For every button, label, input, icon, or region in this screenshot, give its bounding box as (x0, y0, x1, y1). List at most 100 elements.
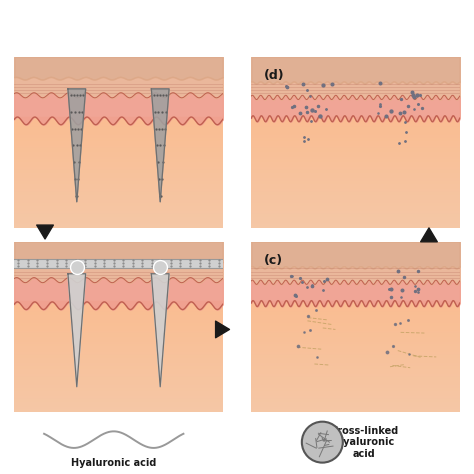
Bar (14, 189, 223, 190)
Bar (251, 364, 460, 365)
Bar (14, 173, 223, 175)
Bar (14, 137, 223, 139)
Bar (14, 399, 223, 400)
Bar (251, 119, 460, 121)
Bar (251, 154, 460, 155)
Bar (14, 382, 223, 383)
Bar (251, 161, 460, 163)
Bar (251, 135, 460, 136)
Bar (14, 348, 223, 350)
Bar (251, 311, 460, 312)
Bar (14, 219, 223, 220)
Bar (251, 371, 460, 372)
Bar (14, 357, 223, 358)
Bar (14, 130, 223, 132)
Bar (251, 322, 460, 324)
Bar (14, 360, 223, 361)
Bar (251, 383, 460, 385)
Bar (14, 319, 223, 321)
Bar (14, 329, 223, 330)
Bar (251, 222, 460, 223)
Bar (14, 128, 223, 129)
Bar (14, 214, 223, 215)
Bar (14, 311, 223, 312)
Bar (251, 342, 460, 343)
Bar (14, 410, 223, 411)
Bar (251, 379, 460, 381)
Bar (14, 166, 223, 168)
Bar (251, 411, 460, 412)
Bar (251, 368, 460, 369)
Bar (251, 200, 460, 201)
Bar (251, 153, 460, 154)
Bar (251, 133, 460, 135)
Bar (14, 151, 223, 153)
Bar (251, 142, 460, 143)
Bar (14, 318, 223, 319)
Bar (14, 368, 223, 369)
Bar (14, 154, 223, 155)
Bar (14, 310, 223, 311)
Bar (14, 404, 223, 405)
Bar (14, 309, 223, 310)
Bar (251, 204, 460, 205)
Bar (251, 340, 460, 342)
Bar (14, 393, 223, 394)
Bar (14, 197, 223, 199)
Bar (14, 345, 223, 346)
Bar (251, 194, 460, 196)
Bar (251, 155, 460, 157)
Bar (14, 153, 223, 154)
Bar (14, 306, 223, 307)
Bar (14, 158, 223, 160)
Bar (251, 345, 460, 346)
Bar (251, 182, 460, 183)
Bar (251, 215, 460, 217)
Bar (251, 386, 460, 387)
Bar (251, 390, 460, 392)
Bar (251, 351, 460, 353)
Bar (14, 160, 223, 161)
Bar (251, 301, 460, 303)
Bar (251, 410, 460, 411)
Bar (14, 381, 223, 382)
Bar (251, 169, 460, 171)
Bar (14, 379, 223, 381)
Bar (251, 132, 460, 133)
Bar (251, 163, 460, 164)
Bar (14, 343, 223, 345)
Bar (14, 139, 223, 140)
Bar (251, 190, 460, 191)
Bar (251, 214, 460, 215)
Bar (14, 351, 223, 353)
Bar (14, 201, 223, 202)
Bar (251, 186, 460, 187)
Bar (14, 168, 223, 169)
Bar (251, 361, 460, 363)
Bar (14, 301, 223, 303)
Bar (14, 328, 223, 329)
Bar (251, 397, 460, 399)
Bar (14, 121, 223, 122)
Bar (14, 148, 223, 150)
Bar (251, 205, 460, 207)
Bar (251, 372, 460, 374)
Bar (251, 124, 460, 125)
Bar (14, 129, 223, 130)
Bar (251, 310, 460, 311)
Bar (251, 164, 460, 165)
Bar (251, 328, 460, 329)
Bar (251, 220, 460, 222)
Bar (14, 375, 223, 376)
Bar (14, 325, 223, 327)
Bar (251, 337, 460, 339)
Bar (14, 119, 223, 121)
Bar (14, 132, 223, 133)
Bar (251, 309, 460, 310)
Bar (251, 181, 460, 182)
Bar (251, 218, 460, 219)
Bar (251, 376, 460, 378)
Bar (14, 196, 223, 197)
Bar (14, 385, 223, 386)
Bar (14, 133, 223, 135)
